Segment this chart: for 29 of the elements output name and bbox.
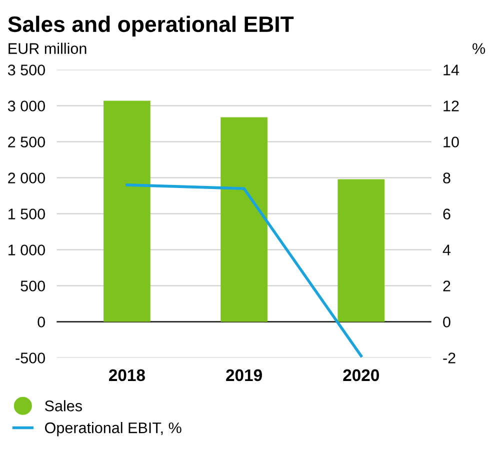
bar [220, 117, 268, 322]
y2-tick-label: 10 [444, 136, 459, 148]
y-axis-title: EUR million [8, 42, 86, 54]
y-tick-label: 3 500 [8, 64, 45, 76]
legend-label: Operational EBIT, % [45, 422, 182, 436]
chart-title: Sales and operational EBIT [8, 16, 294, 36]
y-tick-label: 1 500 [8, 208, 45, 220]
y2-tick-label: 0 [443, 316, 450, 328]
y-tick-label: 500 [20, 280, 45, 292]
bar [338, 179, 385, 322]
y-tick-label: 2 000 [8, 172, 45, 184]
legend-label: Sales [45, 400, 82, 412]
y2-tick-label: 2 [443, 280, 450, 292]
y2-tick-label: 8 [443, 172, 450, 184]
y-tick-label: 3 000 [8, 100, 45, 112]
y2-tick-label: 14 [444, 64, 460, 76]
x-tick-label: 2019 [226, 369, 262, 382]
x-tick-label: 2020 [343, 369, 379, 382]
x-tick-label: 2018 [108, 369, 145, 382]
y2-tick-label: 4 [442, 244, 451, 256]
y-tick-label: -500 [16, 352, 45, 364]
y2-tick-label: 12 [444, 100, 459, 112]
y-tick-label: 0 [38, 316, 45, 328]
bar [104, 100, 150, 322]
y2-tick-label: 6 [443, 208, 450, 220]
y2-axis-title: % [472, 43, 486, 54]
y-tick-label: 1 000 [8, 244, 45, 256]
y-tick-label: 2 500 [8, 136, 45, 148]
y2-tick-label: -2 [443, 352, 456, 364]
